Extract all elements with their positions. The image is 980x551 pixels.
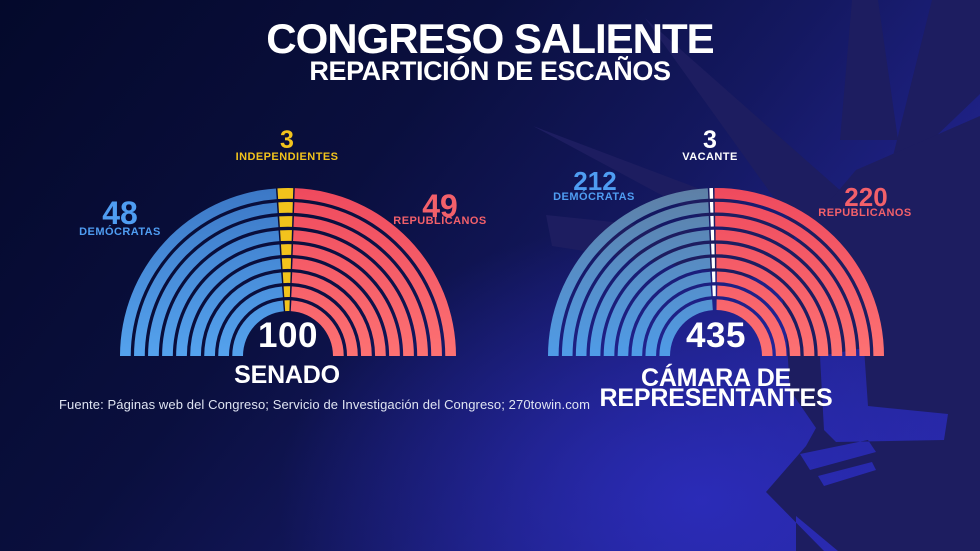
house-ring7-republicans — [714, 201, 871, 356]
house-ring2-vacant — [711, 271, 716, 283]
house-ring1-republicans — [717, 285, 787, 356]
house-ring4-vacant — [711, 243, 715, 255]
house-ring0-democrats — [659, 299, 713, 356]
senate-ring0-independents — [284, 300, 290, 312]
senate-independents-count: 3 — [280, 126, 294, 154]
senate-ring5-independents — [280, 230, 292, 242]
house-ring6-vacant — [710, 215, 714, 227]
house-ring8-vacant — [709, 188, 714, 199]
house-total-seats: 435 — [686, 316, 746, 355]
house-republicans-count: 220 — [844, 182, 888, 212]
house-ring4-democrats — [603, 243, 711, 356]
page-title: CONGRESO SALIENTE — [266, 15, 714, 62]
senate-ring6-democrats — [148, 216, 279, 356]
house-ring8-republicans — [714, 188, 884, 356]
house-ring2-republicans — [716, 271, 801, 356]
senate-ring0-democrats — [232, 300, 284, 356]
senate-total-seats: 100 — [258, 316, 318, 355]
senate-ring3-independents — [281, 258, 292, 270]
senate-republicans-label: REPUBLICANOS — [393, 215, 487, 227]
house-ring5-vacant — [710, 229, 715, 241]
senate-chart-title: SENADO — [234, 361, 340, 389]
senate-ring5-republicans — [293, 230, 414, 356]
house-ring0-republicans — [716, 299, 773, 356]
senate-ring2-independents — [282, 272, 291, 284]
house-ring7-vacant — [709, 201, 714, 213]
house-ring5-republicans — [715, 229, 843, 356]
house-ring6-democrats — [575, 216, 710, 356]
senate-ring0-republicans — [290, 300, 344, 356]
senate-ring3-republicans — [292, 258, 386, 356]
source-credit: Fuente: Páginas web del Congreso; Servic… — [59, 397, 591, 412]
senate-ring6-republicans — [293, 216, 428, 356]
senate-ring4-independents — [280, 244, 292, 256]
senate-ring7-republicans — [293, 202, 442, 356]
senate-ring1-republicans — [291, 286, 358, 356]
senate-ring8-republicans — [294, 188, 457, 356]
house-ring6-republicans — [715, 215, 857, 356]
senate-ring7-independents — [278, 202, 293, 214]
senate-ring3-democrats — [190, 258, 282, 356]
house-ring2-democrats — [631, 271, 711, 356]
house-ring1-democrats — [645, 285, 712, 356]
senate-ring4-democrats — [176, 244, 281, 356]
senate-ring5-democrats — [162, 230, 280, 356]
senate-ring2-democrats — [204, 272, 283, 356]
senate-ring1-independents — [283, 286, 291, 298]
senate-ring7-democrats — [134, 202, 278, 356]
page-subtitle: REPARTICIÓN DE ESCAÑOS — [309, 56, 671, 86]
house-vacant-count: 3 — [703, 126, 717, 154]
house-chart-title-line1: CÁMARA DE — [640, 364, 792, 392]
senate-ring4-republicans — [292, 244, 400, 356]
house-democrats-label: DEMÓCRATAS — [553, 191, 635, 203]
house-ring3-vacant — [711, 257, 715, 269]
house-vacant-label: VACANTE — [682, 151, 738, 163]
senate-ring8-democrats — [120, 188, 277, 356]
senate-democrats-count: 48 — [102, 195, 138, 231]
house-ring4-republicans — [716, 243, 829, 356]
house-ring5-democrats — [589, 229, 710, 356]
house-ring8-democrats — [548, 188, 709, 356]
house-ring1-vacant — [712, 285, 716, 297]
house-democrats-count: 212 — [573, 166, 617, 196]
senate-democrats-label: DEMÓCRATAS — [79, 226, 161, 238]
house-ring3-republicans — [716, 257, 815, 356]
house-chart-title-line2: REPRESENTANTES — [599, 384, 833, 412]
senate-ring6-independents — [279, 216, 293, 228]
house-ring3-democrats — [617, 257, 711, 356]
senate-republicans-count: 49 — [422, 188, 458, 224]
house-republicans-label: REPUBLICANOS — [818, 207, 912, 219]
statue-crown-spike-up — [840, 0, 898, 140]
senate-ring1-democrats — [218, 286, 283, 356]
statue-crown-spike-left-diagonal — [533, 126, 798, 262]
statue-crown-spike-upper-right — [886, 0, 980, 184]
senate-ring8-independents — [277, 187, 294, 200]
senate-ring2-republicans — [291, 272, 372, 356]
house-ring7-democrats — [561, 202, 709, 356]
statue-crown-spike-upper-left — [645, 18, 842, 234]
senate-independents-label: INDEPENDIENTES — [235, 151, 339, 163]
